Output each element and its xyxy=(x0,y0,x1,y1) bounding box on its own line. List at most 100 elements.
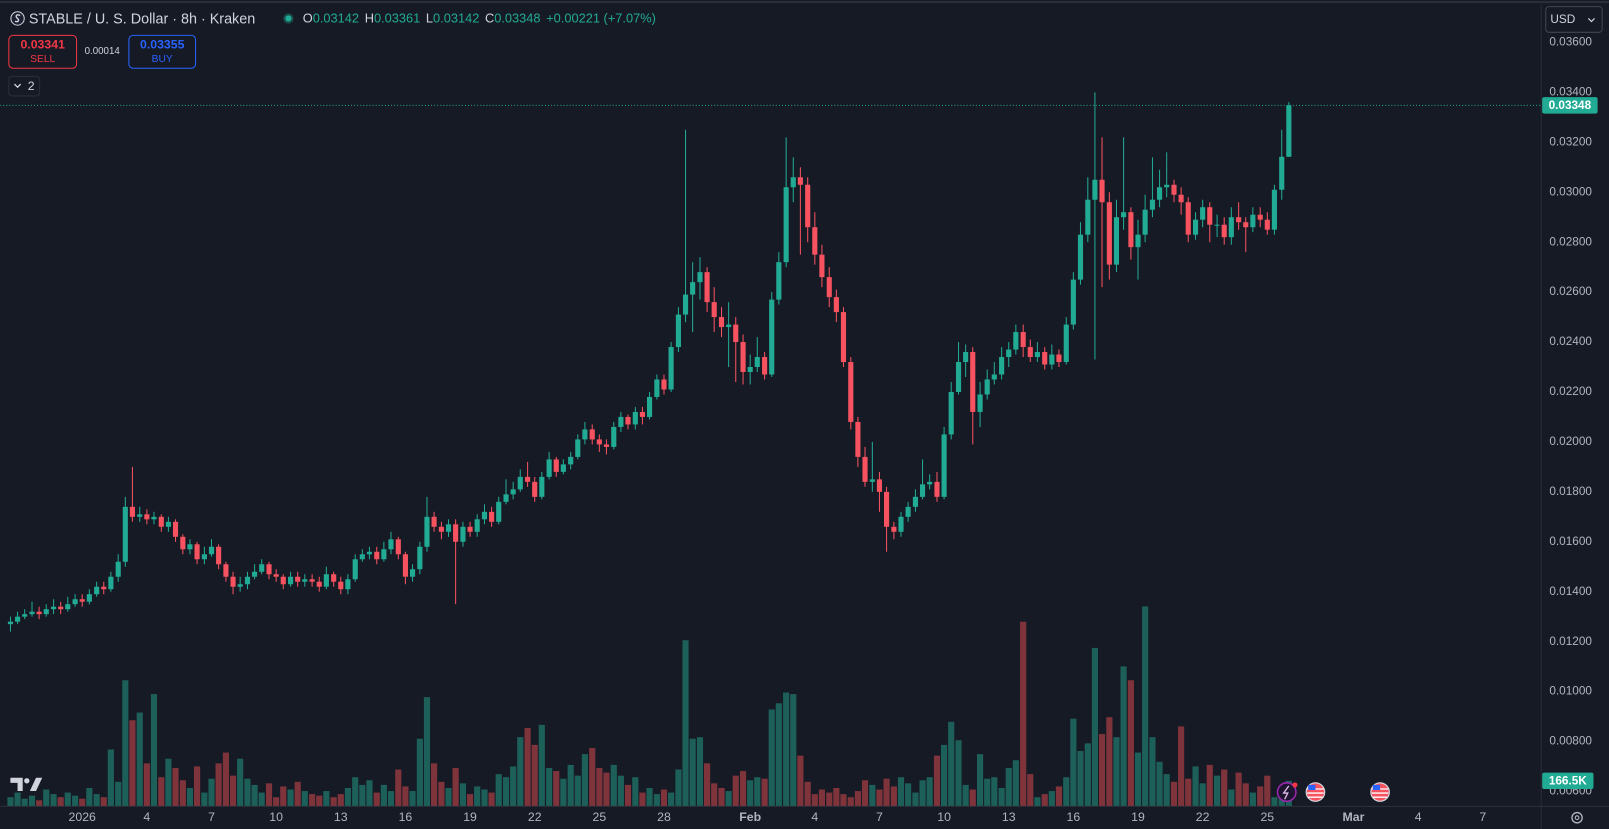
volume-bar xyxy=(416,738,423,807)
candle-body xyxy=(927,481,933,485)
sell-button[interactable]: 0.03341 SELL xyxy=(8,34,78,69)
sell-price: 0.03341 xyxy=(20,37,65,51)
candle-body xyxy=(1049,354,1055,365)
candle-body xyxy=(797,177,803,185)
candle-body xyxy=(553,459,559,472)
volume-bar xyxy=(1228,789,1235,807)
candle-body xyxy=(855,421,861,457)
volume-bar xyxy=(201,792,208,807)
indicators-count: 2 xyxy=(28,79,35,93)
candle-body xyxy=(244,576,251,585)
candle-body xyxy=(1257,214,1263,220)
candle-body xyxy=(1070,279,1076,325)
volume-bar xyxy=(1149,737,1156,807)
volume-bar xyxy=(1199,783,1206,807)
event-icon[interactable] xyxy=(1276,782,1298,803)
candle-body xyxy=(876,479,883,492)
ohlc-value: 0.03361 xyxy=(374,11,420,26)
settings-button[interactable] xyxy=(1571,811,1583,824)
y-tick-label: 0.03200 xyxy=(1549,135,1592,148)
volume-bar xyxy=(704,763,711,807)
currency-dropdown[interactable]: USD xyxy=(1545,6,1603,33)
candle-body xyxy=(388,539,394,550)
volume-bar xyxy=(510,766,517,807)
candle-body xyxy=(1264,219,1270,230)
us-event-icon[interactable] xyxy=(1305,782,1326,802)
volume-bar xyxy=(215,763,222,807)
logo-shape xyxy=(24,778,30,784)
event-icon-circle xyxy=(1276,782,1297,803)
candle-body xyxy=(646,396,653,417)
indicators-toggle[interactable]: 2 xyxy=(8,75,41,97)
candle-body xyxy=(165,521,171,527)
volume-bar xyxy=(811,794,818,807)
volume-bar xyxy=(1127,680,1134,807)
volume-bar xyxy=(890,786,897,807)
y-tick-label: 0.03400 xyxy=(1549,85,1592,98)
candle-body xyxy=(172,521,179,537)
settings-icon xyxy=(1571,811,1583,824)
buy-price: 0.03355 xyxy=(140,37,185,51)
candle-body xyxy=(295,576,301,582)
candle-body xyxy=(776,262,782,300)
volume-bar xyxy=(395,769,402,807)
y-tick-label: 0.02200 xyxy=(1549,385,1592,398)
candle-body xyxy=(905,506,911,517)
symbol-logo-mark xyxy=(14,14,21,23)
volume-bar xyxy=(1113,737,1120,807)
volume-bar xyxy=(977,754,984,807)
volume-bar xyxy=(258,792,265,807)
volume-bar xyxy=(1120,666,1127,807)
volume-bar xyxy=(596,767,603,807)
volume-bar xyxy=(1185,778,1192,807)
volume-bar xyxy=(826,792,833,807)
volume-bar xyxy=(739,771,747,807)
volume-bar xyxy=(1077,751,1084,807)
symbol-legend: STABLE / U. S. Dollar · 8h · Kraken O0.0… xyxy=(10,11,656,27)
candle-body xyxy=(503,494,509,502)
candle-body xyxy=(1020,332,1026,348)
volume-bar xyxy=(1012,760,1019,807)
candle-body xyxy=(625,416,631,425)
flag-canton xyxy=(1372,784,1381,791)
buy-button[interactable]: 0.03355 BUY xyxy=(128,34,197,69)
volume-bar xyxy=(1091,647,1099,807)
volume-bar xyxy=(926,777,933,807)
ohlc-value: 0.03348 xyxy=(494,11,540,26)
x-tick-label: 7 xyxy=(208,810,215,824)
volume-bar xyxy=(244,778,251,807)
volume-bar xyxy=(1242,783,1249,807)
candle-body xyxy=(1156,187,1163,200)
x-tick-label: 22 xyxy=(1196,810,1210,824)
candle-body xyxy=(302,579,308,582)
candle-body xyxy=(438,526,444,532)
ohlc-letter: L xyxy=(426,11,433,26)
candle-body xyxy=(596,439,602,445)
volume-tag xyxy=(1542,772,1594,790)
x-tick-label: 13 xyxy=(334,810,348,824)
volume-bar xyxy=(984,778,991,807)
volume-bar xyxy=(991,777,998,807)
volume-bar xyxy=(797,755,804,807)
volume-bar xyxy=(639,792,646,807)
volume-bar xyxy=(1249,792,1256,807)
candle-body xyxy=(352,559,358,580)
candle-body xyxy=(1034,352,1040,358)
y-tick-label: 0.02800 xyxy=(1549,235,1592,248)
volume-bar xyxy=(1271,797,1278,807)
candle-body xyxy=(1286,105,1292,157)
volume-bar xyxy=(193,766,201,807)
volume-bar xyxy=(265,783,273,807)
candle-body xyxy=(934,481,940,497)
candle-body xyxy=(582,429,588,440)
candle-body xyxy=(1149,199,1156,210)
candle-body xyxy=(122,506,128,562)
volume-bar xyxy=(617,775,624,807)
candle-body xyxy=(216,546,222,565)
us-event-icon[interactable] xyxy=(1370,782,1390,802)
x-tick-label: 4 xyxy=(811,810,818,824)
ohlc-value: 0.03142 xyxy=(313,11,359,26)
candle-body xyxy=(883,491,890,527)
volume-bar xyxy=(387,791,395,807)
candle-body xyxy=(417,546,423,570)
